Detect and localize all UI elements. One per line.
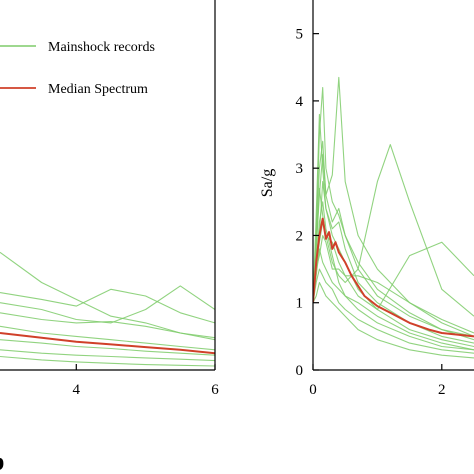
right-record-line-2 xyxy=(313,144,474,317)
right-x-tick-label: 2 xyxy=(438,382,446,398)
left-x-tick-label: 6 xyxy=(211,382,219,398)
right-record-line-5 xyxy=(313,201,474,351)
right-record-line-0 xyxy=(313,86,474,337)
legend-label-median: Median Spectrum xyxy=(48,82,148,97)
right-record-line-6 xyxy=(313,268,474,354)
left-record-line-7 xyxy=(0,355,215,367)
right-y-tick-label: 5 xyxy=(296,27,304,43)
right-y-tick-label: 0 xyxy=(296,363,304,379)
right-record-line-4 xyxy=(313,248,474,351)
panel-letter-fragment: b xyxy=(0,447,4,474)
left-panel: 46 Mainshock records Median Spectrum b xyxy=(0,0,219,474)
right-median-spectrum-line xyxy=(313,217,474,338)
left-record-line-3 xyxy=(0,312,215,341)
right-y-tick-label: 2 xyxy=(296,228,304,244)
right-y-ticks: 0 1 2 3 4 5 xyxy=(296,27,319,379)
right-y-tick-label: 4 xyxy=(296,94,304,110)
left-median-spectrum-line xyxy=(0,332,215,355)
right-record-line-3 xyxy=(313,113,474,348)
right-y-axis-label: Sa/g xyxy=(259,169,276,197)
left-record-line-2 xyxy=(0,285,215,324)
right-record-line-1 xyxy=(313,76,474,337)
right-record-line-11 xyxy=(313,234,474,334)
left-record-line-6 xyxy=(0,349,215,362)
left-x-tick-label: 4 xyxy=(73,382,81,398)
legend-label-mainshock: Mainshock records xyxy=(48,40,155,55)
right-record-line-8 xyxy=(313,281,474,359)
right-record-line-9 xyxy=(313,181,474,344)
left-record-line-5 xyxy=(0,339,215,356)
right-record-line-10 xyxy=(313,140,474,341)
right-y-tick-label: 1 xyxy=(296,296,304,312)
left-record-line-1 xyxy=(0,288,215,324)
legend: Mainshock records Median Spectrum xyxy=(0,40,155,97)
right-plot-area xyxy=(313,76,474,359)
right-record-line-7 xyxy=(313,187,474,311)
right-x-tick-label: 0 xyxy=(309,382,317,398)
left-record-line-4 xyxy=(0,325,215,351)
right-y-tick-label: 3 xyxy=(296,161,304,177)
left-record-line-0 xyxy=(0,251,215,339)
left-plot-area xyxy=(0,251,215,367)
